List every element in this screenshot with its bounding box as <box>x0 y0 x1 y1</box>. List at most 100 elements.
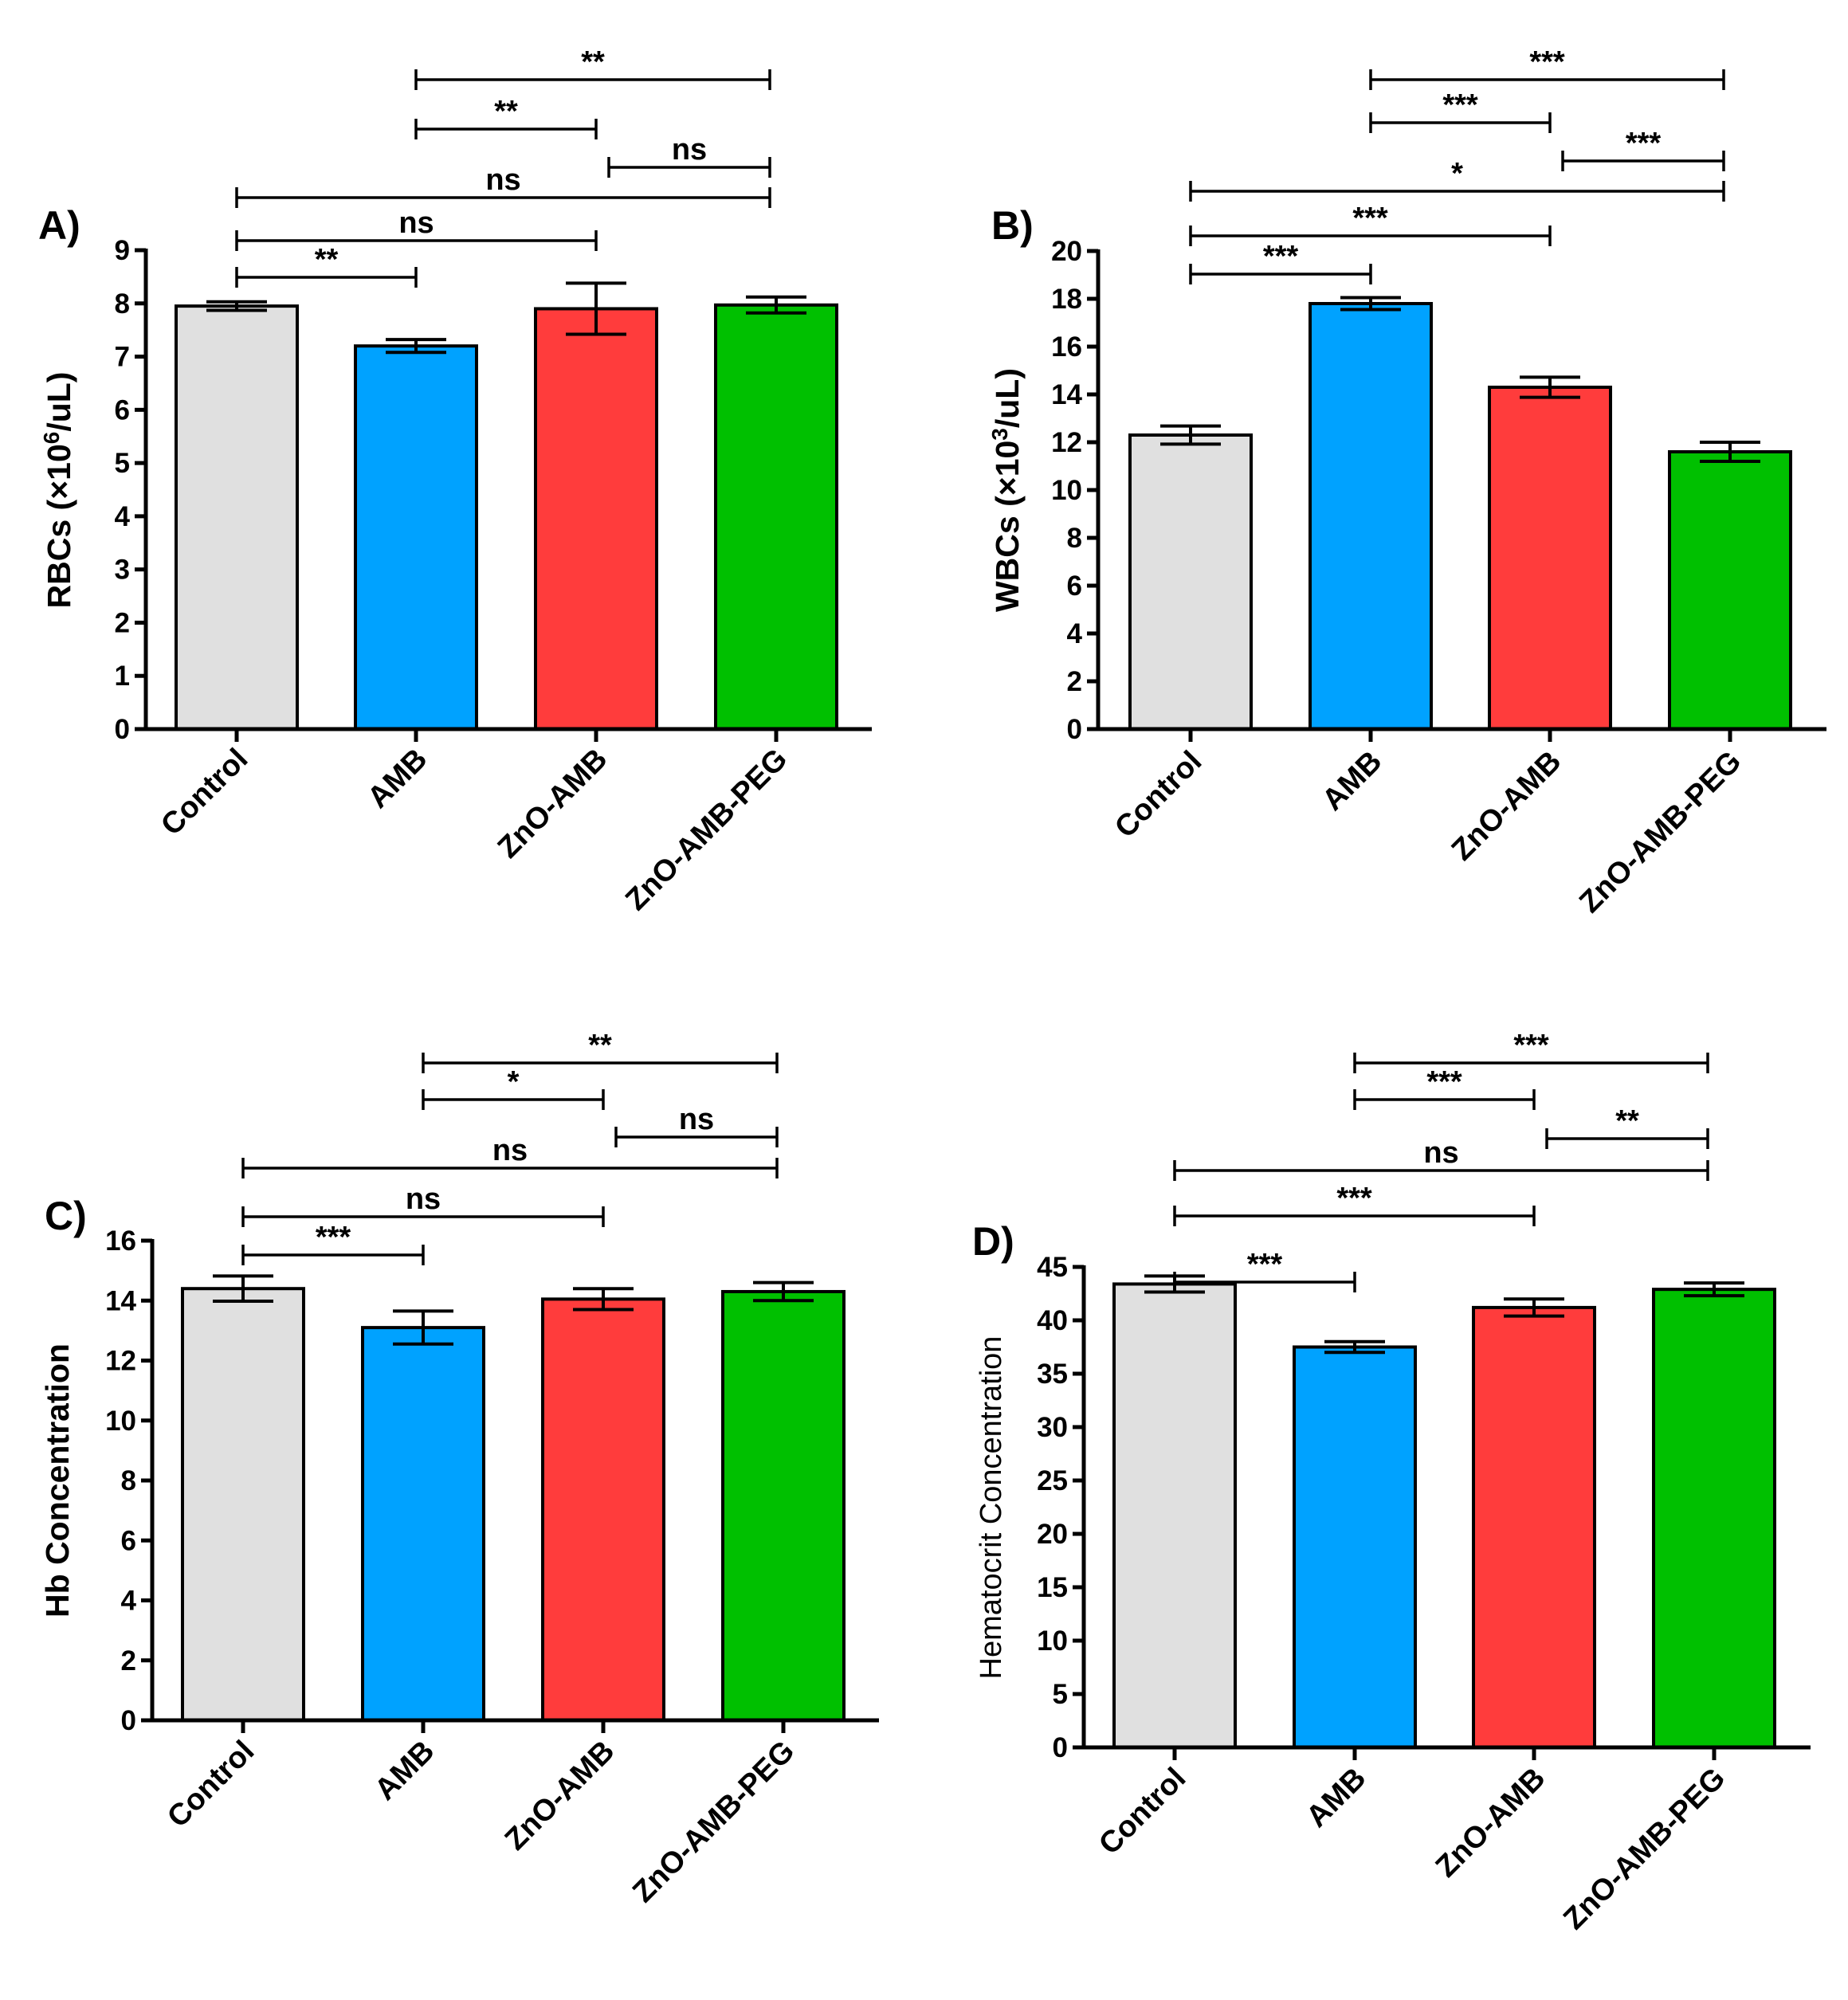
y-tick-label: 12 <box>105 1346 136 1377</box>
bar-zno-amb <box>534 307 658 731</box>
panel-letter: D) <box>972 1219 1014 1264</box>
significance-label: ns <box>485 163 520 197</box>
significance-label: ns <box>672 133 707 167</box>
significance-label: ** <box>1615 1104 1639 1138</box>
y-tick-label: 0 <box>115 714 130 745</box>
x-tick-label-zno-amb-peg: ZnO-AMB-PEG <box>1573 745 1748 920</box>
bar-amb <box>354 344 478 731</box>
y-tick-label: 0 <box>1067 714 1082 745</box>
panel-letter: B) <box>991 203 1034 248</box>
significance-label: ** <box>494 95 518 128</box>
y-tick-label: 4 <box>121 1586 137 1617</box>
y-axis-label: RBCs (×106/uL) <box>39 372 77 609</box>
x-tick-label-control: Control <box>161 1735 261 1834</box>
y-tick-label: 16 <box>1051 331 1082 363</box>
y-axis-label: Hb Concentration <box>39 1343 76 1618</box>
y-tick-label: 20 <box>1037 1519 1068 1550</box>
x-tick-label-amb: AMB <box>1316 745 1388 818</box>
panel-letter: A) <box>38 203 80 248</box>
x-tick-label-amb: AMB <box>368 1735 441 1807</box>
significance-label: * <box>508 1065 520 1099</box>
chart-panel-c: C) Hb Concentration 0 2 4 6 8 10 12 14 16 Control AM… <box>39 1029 879 1909</box>
significance-label: *** <box>1626 127 1662 160</box>
x-tick-label-zno-amb-peg: ZnO-AMB-PEG <box>1557 1762 1732 1936</box>
x-tick-label-zno-amb-peg: ZnO-AMB-PEG <box>619 743 794 917</box>
y-tick-label: 3 <box>115 555 130 586</box>
y-tick-label: 40 <box>1037 1305 1068 1336</box>
y-tick-label: 18 <box>1051 284 1082 315</box>
significance-label: ** <box>581 45 605 79</box>
bar-zno-amb-peg <box>721 1289 846 1722</box>
y-tick-label: 16 <box>105 1225 136 1257</box>
significance-label: *** <box>1442 88 1478 122</box>
y-tick-label: 8 <box>121 1465 136 1496</box>
x-tick-label-zno-amb-peg: ZnO-AMB-PEG <box>626 1735 801 1909</box>
y-tick-label: 9 <box>115 235 130 266</box>
significance-label: *** <box>1263 240 1299 273</box>
significance-label: ** <box>315 243 339 276</box>
y-tick-label: 10 <box>1037 1625 1068 1657</box>
y-tick-label: 0 <box>1053 1732 1068 1763</box>
bar-amb <box>1309 302 1433 731</box>
y-tick-label: 2 <box>115 607 130 638</box>
significance-label: * <box>1451 157 1463 190</box>
y-tick-label: 5 <box>1053 1679 1068 1710</box>
significance-label: ns <box>1423 1136 1458 1170</box>
y-tick-label: 10 <box>105 1406 136 1437</box>
bar-zno-amb <box>1472 1305 1596 1750</box>
significance-label: ns <box>398 206 434 240</box>
significance-label: *** <box>1426 1065 1462 1099</box>
y-tick-label: 2 <box>1067 666 1082 697</box>
y-tick-label: 25 <box>1037 1465 1068 1496</box>
x-tick-label-amb: AMB <box>1300 1762 1372 1834</box>
y-tick-label: 12 <box>1051 427 1082 458</box>
y-tick-label: 8 <box>115 288 130 320</box>
bar-control <box>181 1287 305 1722</box>
y-tick-label: 14 <box>105 1285 136 1316</box>
x-tick-label-control: Control <box>1093 1762 1192 1861</box>
y-tick-label: 15 <box>1037 1572 1068 1603</box>
y-tick-label: 4 <box>1067 618 1083 649</box>
bar-zno-amb-peg <box>1652 1288 1776 1749</box>
y-axis-label: Hematocrit Concentration <box>975 1336 1008 1680</box>
y-tick-label: 30 <box>1037 1412 1068 1443</box>
y-tick-label: 10 <box>1051 475 1082 506</box>
significance-label: *** <box>1352 202 1388 235</box>
bar-zno-amb <box>1488 386 1612 731</box>
significance-label: ns <box>406 1182 441 1216</box>
significance-label: ns <box>679 1103 714 1136</box>
y-tick-label: 0 <box>121 1705 136 1736</box>
y-tick-label: 20 <box>1051 236 1082 267</box>
x-tick-label-control: Control <box>155 743 254 842</box>
bar-amb <box>361 1326 485 1723</box>
y-tick-label: 7 <box>115 342 130 373</box>
panel-letter: C) <box>45 1194 87 1238</box>
bar-control <box>1112 1282 1237 1749</box>
significance-label: ns <box>492 1134 528 1167</box>
significance-label: *** <box>1513 1029 1549 1062</box>
bar-control <box>1128 433 1253 731</box>
significance-label: *** <box>316 1221 351 1254</box>
y-tick-label: 35 <box>1037 1359 1068 1390</box>
y-tick-label: 6 <box>115 394 130 425</box>
x-tick-label-zno-amb: ZnO-AMB <box>499 1735 622 1857</box>
y-tick-label: 1 <box>115 661 130 692</box>
chart-panel-d: D) Hematocrit Concentration 0 5 10 15 20 25 30 35… <box>972 1029 1811 1936</box>
y-axis-label: WBCs (×103/uL) <box>987 368 1026 612</box>
significance-label: *** <box>1529 45 1565 79</box>
y-tick-label: 45 <box>1037 1252 1068 1283</box>
significance-label: ** <box>588 1029 612 1062</box>
y-tick-label: 8 <box>1067 523 1082 554</box>
bar-zno-amb-peg <box>714 303 838 731</box>
x-tick-label-zno-amb: ZnO-AMB <box>492 743 614 865</box>
y-tick-label: 2 <box>121 1645 136 1676</box>
x-tick-label-control: Control <box>1108 745 1208 845</box>
significance-label: *** <box>1247 1248 1283 1281</box>
y-tick-label: 14 <box>1051 379 1082 410</box>
y-tick-label: 4 <box>115 501 131 532</box>
bar-amb <box>1293 1345 1417 1749</box>
bar-control <box>175 304 299 731</box>
chart-panel-a: A) RBCs (×106/uL) 0 1 2 3 4 5 6 7 8 9 Control AMB ZnO-… <box>38 45 872 917</box>
bar-zno-amb <box>541 1297 665 1722</box>
